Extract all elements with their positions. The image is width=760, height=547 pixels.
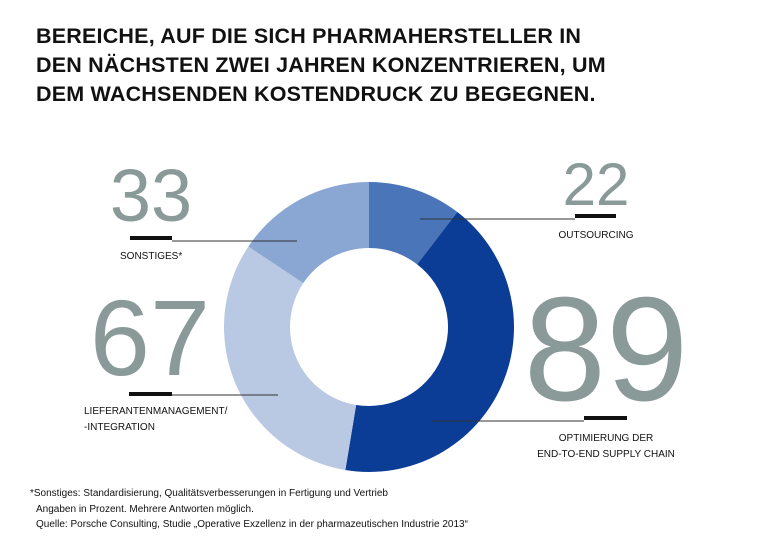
donut-slice-0 <box>369 182 458 265</box>
category-label-3: SONSTIGES* <box>120 251 182 262</box>
category-label-0: OUTSOURCING <box>559 230 634 241</box>
footnote-sonstiges: *Sonstiges: Standardisierung, Qualitätsv… <box>30 488 388 499</box>
chart-title: BEREICHE, AUF DIE SICH PHARMAHERSTELLER … <box>36 22 676 109</box>
donut-slice-2 <box>224 246 357 471</box>
value-label-1: 89 <box>524 267 689 432</box>
title-line-1: BEREICHE, AUF DIE SICH PHARMAHERSTELLER … <box>36 24 582 48</box>
value-label-2: 67 <box>90 277 210 398</box>
title-line-3: DEM WACHSENDEN KOSTENDRUCK ZU BEGEGNEN. <box>36 82 596 106</box>
donut-slice-3 <box>248 182 369 284</box>
footnote-source: Quelle: Porsche Consulting, Studie „Oper… <box>36 519 468 530</box>
value-label-0: 22 <box>563 151 630 218</box>
donut-slice-1 <box>345 212 514 472</box>
category-label-1: OPTIMIERUNG DER END-TO-END SUPPLY CHAIN <box>537 433 675 460</box>
donut-slices <box>224 182 514 472</box>
footnote-unit-note: Angaben in Prozent. Mehrere Antworten mö… <box>36 503 254 515</box>
footnote: *Sonstiges: Standardisierung, Qualitätsv… <box>30 486 730 533</box>
title-line-2: DEN NÄCHSTEN ZWEI JAHREN KONZENTRIEREN, … <box>36 53 606 77</box>
category-label-2: LIEFERANTENMANAGEMENT/-INTEGRATION <box>84 406 228 433</box>
value-label-3: 33 <box>110 154 192 237</box>
